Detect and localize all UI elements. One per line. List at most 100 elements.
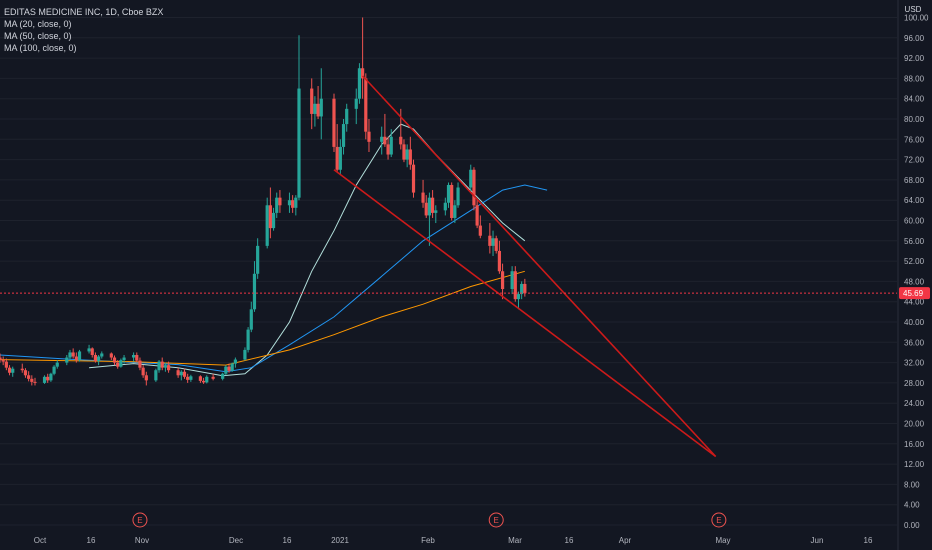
time-tick-label: 16 <box>87 536 96 545</box>
candle-body <box>27 375 31 379</box>
ma100-legend[interactable]: MA (100, close, 0) <box>4 43 77 53</box>
candle-body <box>205 376 209 383</box>
candle-body <box>424 202 428 216</box>
candle-body <box>313 103 317 114</box>
candle-body <box>316 103 320 117</box>
ma-line <box>0 184 548 373</box>
candle-body <box>77 351 82 361</box>
price-tick-label: 68.00 <box>904 176 925 185</box>
candle-body <box>4 361 8 368</box>
candle-body <box>138 360 142 368</box>
price-tick-label: 60.00 <box>904 217 925 226</box>
candle-body <box>249 309 253 330</box>
candle-body <box>1 360 5 362</box>
candle-body <box>478 225 482 236</box>
price-tick-label: 44.00 <box>904 298 925 307</box>
price-tick-label: 64.00 <box>904 196 925 205</box>
candle-body <box>42 376 47 383</box>
candle-body <box>357 68 362 99</box>
candle-body <box>523 283 527 294</box>
candle-body <box>453 205 457 218</box>
price-tick-label: 48.00 <box>904 277 925 286</box>
price-tick-label: 84.00 <box>904 95 925 104</box>
candle-body <box>109 353 113 358</box>
time-tick-label: Apr <box>619 536 632 545</box>
price-tick-label: 16.00 <box>904 440 925 449</box>
price-tick-label: 52.00 <box>904 257 925 266</box>
candle-body <box>135 354 139 361</box>
ma20-legend[interactable]: MA (20, close, 0) <box>4 19 72 29</box>
candle-body <box>421 192 425 203</box>
candle-body <box>74 356 78 361</box>
candle-body <box>7 367 12 373</box>
candle-body <box>160 361 164 368</box>
time-tick-label: Oct <box>34 536 47 545</box>
price-tick-label: 36.00 <box>904 338 925 347</box>
earnings-marker-label: E <box>137 516 142 525</box>
time-tick-label: Mar <box>508 536 522 545</box>
price-tick-label: 72.00 <box>904 156 925 165</box>
candle-body <box>494 238 498 251</box>
time-tick-label: 16 <box>565 536 574 545</box>
candle-body <box>500 271 505 290</box>
time-tick-label: 2021 <box>331 536 349 545</box>
candle-body <box>243 349 247 360</box>
candle-body <box>513 271 517 300</box>
candle-body <box>297 88 301 198</box>
candle-body <box>33 381 37 383</box>
candle-body <box>252 273 257 310</box>
candle-body <box>49 373 53 381</box>
candles-layer <box>0 17 527 386</box>
last-price-label: 45.69 <box>903 289 924 298</box>
ma50-legend[interactable]: MA (50, close, 0) <box>4 31 72 41</box>
candle-body <box>278 197 282 206</box>
candle-body <box>271 212 276 229</box>
candle-body <box>443 202 447 211</box>
candle-body <box>488 235 492 246</box>
candle-body <box>55 362 59 367</box>
earnings-marker[interactable] <box>132 512 148 528</box>
candle-body <box>287 200 292 206</box>
time-axis: Oct 16 Nov Dec 16 2021 Feb Mar 16 Apr May Jun 16 <box>34 536 873 545</box>
candle-body <box>430 197 435 213</box>
price-tick-label: 88.00 <box>904 74 925 83</box>
candle-body <box>268 205 272 229</box>
candle-body <box>68 352 72 358</box>
candle-body <box>405 149 409 160</box>
candle-body <box>97 356 101 362</box>
candle-body <box>131 354 136 358</box>
price-tick-label: 80.00 <box>904 115 925 124</box>
price-tick-label: 96.00 <box>904 34 925 43</box>
candle-body <box>402 144 406 160</box>
chart-legend: EDITAS MEDICINE INC, 1D, Cboe BZX MA (20… <box>4 6 163 54</box>
earnings-marker[interactable] <box>711 512 727 528</box>
candle-body <box>87 348 91 352</box>
candle-body <box>224 366 228 374</box>
candle-body <box>119 360 123 367</box>
candle-body <box>520 283 524 295</box>
candle-body <box>11 368 15 373</box>
candle-body <box>227 366 231 371</box>
price-axis-bg <box>898 0 932 550</box>
price-tick-label: 100.00 <box>904 14 929 23</box>
candle-body <box>112 357 117 363</box>
candle-body <box>176 370 180 376</box>
earnings-marker[interactable] <box>488 512 504 528</box>
candle-body <box>163 365 168 368</box>
candle-body <box>408 149 412 165</box>
candle-body <box>367 131 371 142</box>
ma-line <box>89 123 526 377</box>
candle-body <box>383 136 387 145</box>
symbol-title[interactable]: EDITAS MEDICINE INC, 1D, Cboe BZX <box>4 7 164 17</box>
candle-body <box>186 376 190 380</box>
price-tick-label: 20.00 <box>904 420 925 429</box>
candle-body <box>122 357 126 361</box>
candle-body <box>52 366 56 374</box>
candle-body <box>491 238 495 246</box>
candle-body <box>90 348 94 355</box>
candle-body <box>399 136 403 145</box>
candle-body <box>338 146 342 170</box>
